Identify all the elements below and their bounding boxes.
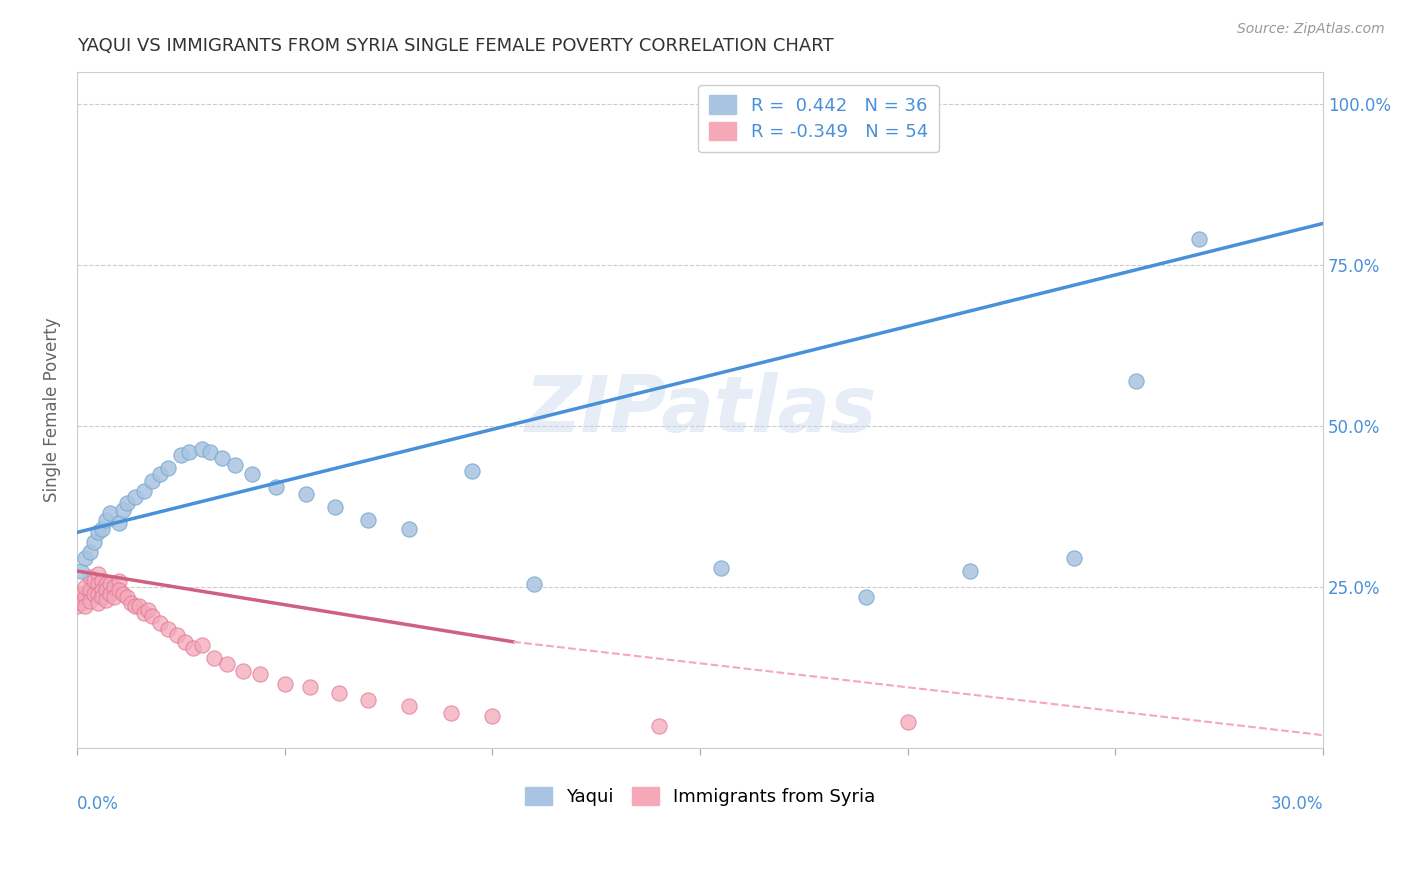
Point	[96, 512, 118, 526]
Point	[107, 516, 129, 530]
Text: Source: ZipAtlas.com: Source: ZipAtlas.com	[1237, 22, 1385, 37]
Point	[183, 641, 205, 656]
Point	[170, 448, 193, 462]
Point	[136, 602, 159, 616]
Point	[232, 664, 254, 678]
Point	[240, 467, 263, 482]
Point	[91, 522, 114, 536]
Point	[398, 522, 420, 536]
Point	[70, 564, 93, 578]
Point	[83, 586, 105, 600]
Point	[66, 599, 89, 614]
Point	[132, 606, 155, 620]
Point	[198, 445, 221, 459]
Point	[98, 506, 121, 520]
Point	[124, 599, 146, 614]
Point	[357, 692, 380, 706]
Point	[91, 574, 114, 588]
Point	[87, 525, 110, 540]
Point	[357, 512, 380, 526]
Text: 30.0%: 30.0%	[1271, 796, 1323, 814]
Point	[215, 657, 238, 672]
Point	[132, 483, 155, 498]
Point	[111, 586, 134, 600]
Point	[328, 686, 350, 700]
Point	[398, 699, 420, 714]
Point	[523, 577, 546, 591]
Point	[79, 583, 101, 598]
Point	[174, 635, 197, 649]
Point	[959, 564, 981, 578]
Point	[124, 490, 146, 504]
Y-axis label: Single Female Poverty: Single Female Poverty	[44, 318, 60, 502]
Point	[274, 676, 297, 690]
Point	[897, 715, 920, 730]
Text: ZIPatlas: ZIPatlas	[524, 372, 876, 448]
Point	[87, 577, 110, 591]
Point	[266, 480, 288, 494]
Point	[98, 586, 121, 600]
Point	[157, 622, 180, 636]
Point	[647, 718, 669, 732]
Point	[149, 467, 172, 482]
Point	[75, 590, 97, 604]
Text: 0.0%: 0.0%	[77, 796, 120, 814]
Point	[83, 574, 105, 588]
Point	[249, 667, 271, 681]
Point	[115, 590, 138, 604]
Point	[103, 590, 125, 604]
Point	[111, 503, 134, 517]
Point	[166, 628, 188, 642]
Point	[294, 487, 316, 501]
Point	[96, 583, 118, 598]
Point	[190, 638, 212, 652]
Point	[70, 596, 93, 610]
Point	[103, 580, 125, 594]
Point	[79, 570, 101, 584]
Point	[79, 544, 101, 558]
Point	[481, 709, 503, 723]
Point	[115, 496, 138, 510]
Point	[190, 442, 212, 456]
Point	[75, 580, 97, 594]
Point	[855, 590, 877, 604]
Point	[70, 586, 93, 600]
Point	[179, 445, 201, 459]
Point	[120, 596, 142, 610]
Point	[1187, 232, 1209, 246]
Point	[440, 706, 463, 720]
Point	[107, 583, 129, 598]
Point	[149, 615, 172, 630]
Point	[224, 458, 246, 472]
Point	[79, 594, 101, 608]
Point	[83, 535, 105, 549]
Point	[202, 651, 225, 665]
Point	[1063, 551, 1085, 566]
Point	[87, 596, 110, 610]
Legend: Yaqui, Immigrants from Syria: Yaqui, Immigrants from Syria	[517, 780, 883, 814]
Point	[75, 599, 97, 614]
Point	[107, 574, 129, 588]
Point	[98, 577, 121, 591]
Point	[323, 500, 346, 514]
Point	[157, 461, 180, 475]
Point	[141, 609, 163, 624]
Text: YAQUI VS IMMIGRANTS FROM SYRIA SINGLE FEMALE POVERTY CORRELATION CHART: YAQUI VS IMMIGRANTS FROM SYRIA SINGLE FE…	[77, 37, 834, 55]
Point	[96, 593, 118, 607]
Point	[128, 599, 150, 614]
Point	[298, 680, 321, 694]
Point	[75, 551, 97, 566]
Point	[460, 464, 482, 478]
Point	[91, 590, 114, 604]
Point	[91, 583, 114, 598]
Point	[1125, 374, 1147, 388]
Point	[96, 577, 118, 591]
Point	[87, 567, 110, 582]
Point	[211, 451, 233, 466]
Point	[141, 474, 163, 488]
Point	[87, 586, 110, 600]
Point	[710, 561, 733, 575]
